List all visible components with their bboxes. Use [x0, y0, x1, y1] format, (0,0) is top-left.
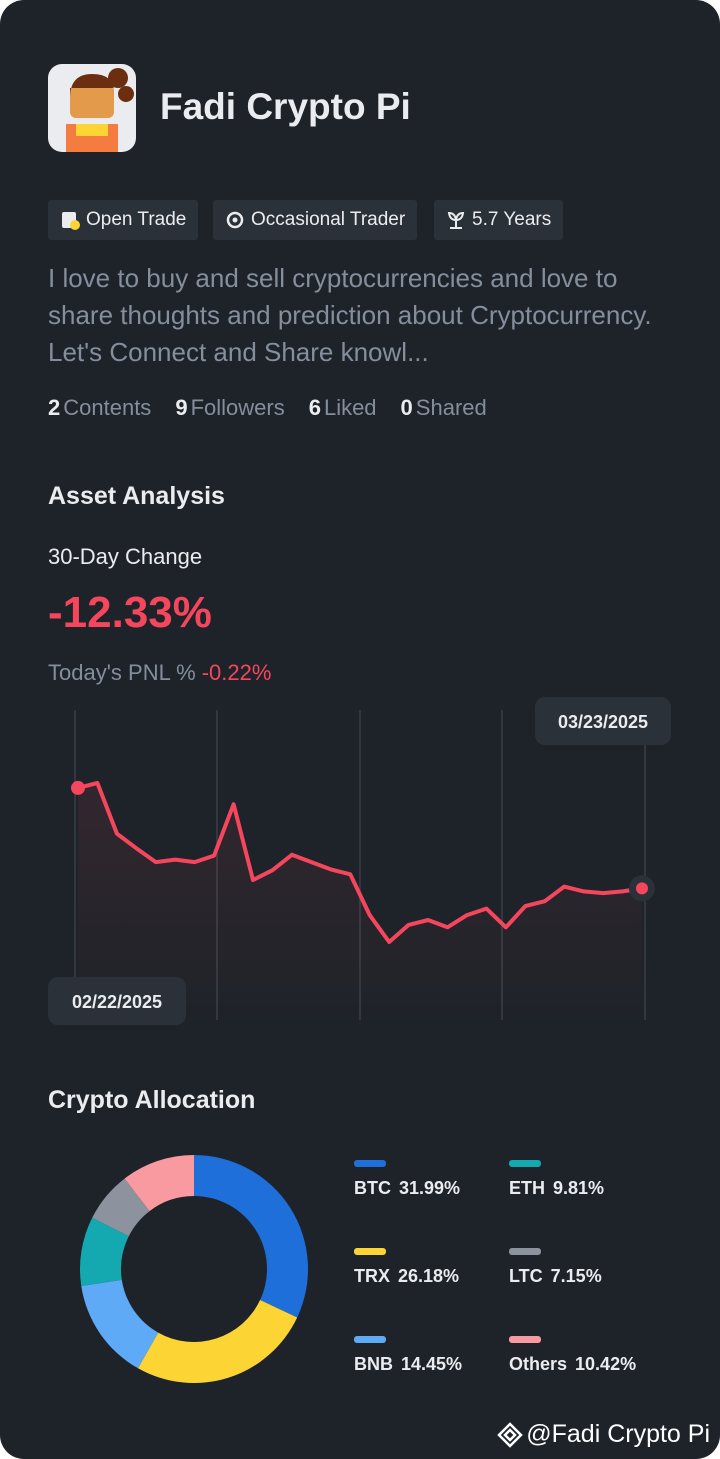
legend-name: BTC: [354, 1178, 391, 1198]
change-value: -12.33%: [48, 588, 212, 637]
start-point: [71, 780, 85, 795]
line-area: [78, 783, 642, 1020]
tag-icon: [226, 211, 244, 229]
legend-label: Others 10.42%: [509, 1354, 636, 1374]
profile-name: Fadi Crypto Pi: [160, 86, 411, 127]
stat-label: Followers: [190, 395, 285, 420]
legend-label: BTC 31.99%: [354, 1178, 460, 1198]
legend-swatch: [354, 1160, 386, 1167]
stat-value: 6: [308, 395, 321, 420]
avatar: [48, 64, 136, 152]
legend-value: 7.15%: [551, 1266, 602, 1286]
legend-swatch: [354, 1336, 386, 1343]
stat-value: 0: [400, 395, 413, 420]
legend-value: 14.45%: [401, 1354, 462, 1374]
bio: I love to buy and sell cryptocurrencies …: [48, 263, 652, 367]
tag-icon: [447, 211, 465, 229]
change-label: 30-Day Change: [48, 544, 203, 569]
tooltip: [48, 977, 186, 1025]
donut-segment: [81, 1279, 159, 1369]
stat: 2 Contents: [48, 395, 151, 421]
legend-name: BNB: [354, 1354, 393, 1374]
legend-label: BNB 14.45%: [354, 1354, 462, 1374]
stat-label: Contents: [63, 395, 152, 420]
end-point: [636, 882, 648, 895]
stat: 9 Followers: [175, 395, 284, 421]
watermark: @Fadi Crypto Pi: [496, 1420, 710, 1449]
tag: Occasional Trader: [213, 200, 418, 240]
legend-swatch: [509, 1248, 541, 1255]
legend-value: 31.99%: [399, 1178, 460, 1198]
tooltip: [535, 697, 671, 745]
legend-label: LTC 7.15%: [509, 1266, 602, 1286]
line: [77, 781, 643, 944]
donut-segment: [92, 1178, 150, 1237]
legend-value: 10.42%: [575, 1354, 636, 1374]
donut-chart: BTC 31.99% TRX 26.18% BNB 14.45% ETH 9.81% LTC 7.…: [80, 1155, 636, 1383]
legend-value: 26.18%: [398, 1266, 459, 1286]
line-chart: 03/23/2025 02/22/2025: [48, 697, 671, 1025]
pnl-label: Today's PNL %: [48, 660, 196, 685]
legend-swatch: [509, 1160, 541, 1167]
stat: 0 Shared: [401, 395, 487, 421]
tag-icon: [62, 212, 80, 230]
section-title: Asset Analysis: [48, 482, 225, 510]
logo: [497, 1421, 524, 1448]
donut-segment: [80, 1217, 129, 1286]
legend-name: LTC: [509, 1266, 543, 1286]
tag-text: Open Trade: [86, 209, 187, 230]
pnl: Today's PNL % -0.22%: [48, 660, 271, 686]
legend-name: TRX: [354, 1266, 390, 1286]
stat-value: 2: [48, 395, 61, 420]
donut-segment: [138, 1300, 298, 1383]
section-title: Crypto Allocation: [48, 1086, 256, 1114]
watermark-text: @Fadi Crypto Pi: [526, 1420, 710, 1448]
legend-name: Others: [509, 1354, 567, 1374]
tag: Open Trade: [48, 200, 199, 240]
donut-segment: [194, 1155, 308, 1318]
tooltip-text: 03/23/2025: [558, 712, 648, 732]
tag-text: 5.7 Years: [472, 209, 552, 230]
stat-value: 9: [175, 395, 188, 420]
stat: 6 Liked: [309, 395, 377, 421]
tag-text: Occasional Trader: [251, 209, 406, 230]
legend-swatch: [354, 1248, 386, 1255]
legend-label: TRX 26.18%: [354, 1266, 459, 1286]
donut-segment: [124, 1155, 194, 1212]
stat-label: Shared: [415, 395, 487, 420]
legend-swatch: [509, 1336, 541, 1343]
legend-value: 9.81%: [553, 1178, 604, 1198]
legend-name: ETH: [509, 1178, 545, 1198]
tooltip-text: 02/22/2025: [72, 992, 162, 1012]
tag: 5.7 Years: [434, 200, 564, 240]
legend-label: ETH 9.81%: [509, 1178, 604, 1198]
pnl-value: -0.22%: [201, 660, 272, 685]
stat-label: Liked: [323, 395, 377, 420]
stats: 2 Contents 9 Followers 6 Liked 0 Shared: [48, 395, 511, 421]
